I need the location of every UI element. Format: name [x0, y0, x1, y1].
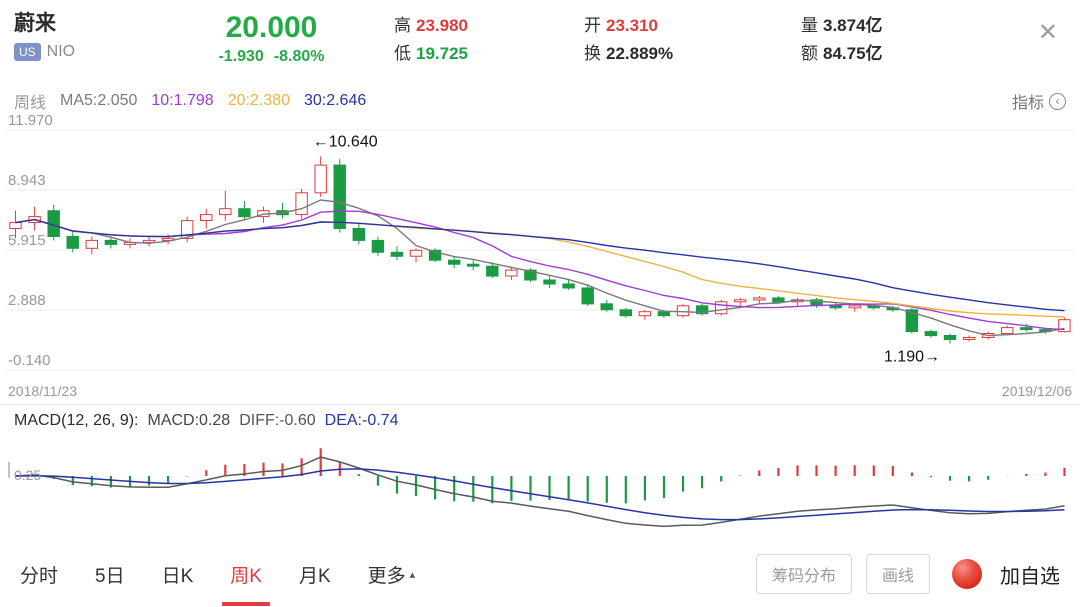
- price-block: 20.000 -1.930 -8.80%: [189, 12, 354, 66]
- open-row: 开 23.310: [584, 12, 789, 40]
- diff-value: DIFF:-0.60: [239, 411, 316, 429]
- triangle-up-icon: ▴: [409, 568, 416, 581]
- svg-text:1.190→: 1.190→: [884, 349, 940, 366]
- macd-chart[interactable]: 0.25: [0, 436, 1080, 542]
- close-button[interactable]: ✕: [1037, 19, 1058, 46]
- svg-text:11.970: 11.970: [8, 114, 53, 129]
- ticker-symbol: NIO: [46, 43, 76, 60]
- high-label: 高: [394, 16, 411, 35]
- macd-header: MACD(12, 26, 9): MACD:0.28 DIFF:-0.60 DE…: [0, 404, 1080, 436]
- period-label: 周线: [14, 95, 47, 112]
- svg-text:-0.140: -0.140: [8, 352, 51, 369]
- more-button[interactable]: 更多 ▴: [368, 561, 416, 588]
- red-circle-icon: [952, 559, 982, 589]
- quote-header: 蔚来 US NIO 20.000 -1.930 -8.80% 高 23.980 …: [0, 0, 1080, 88]
- open-value: 23.310: [606, 16, 658, 35]
- open-turnover-block: 开 23.310 换 22.889%: [584, 12, 789, 68]
- ma-legend-bar: 周线 MA5:2.050 10:1.798 20:2.380 30:2.646 …: [0, 88, 1080, 114]
- amount-value: 84.75亿: [823, 44, 883, 63]
- indicator-label: 指标: [1011, 95, 1044, 112]
- turnover-label: 换: [584, 44, 601, 63]
- price-change: -1.930: [218, 48, 264, 65]
- more-label: 更多: [367, 565, 406, 587]
- add-watchlist-button[interactable]: 加自选: [1000, 565, 1060, 588]
- low-row: 低 19.725: [394, 40, 569, 68]
- svg-text:2019/12/06: 2019/12/06: [1002, 383, 1072, 399]
- stock-name: 蔚来: [14, 12, 56, 35]
- chip-distribution-button[interactable]: 筹码分布: [755, 554, 852, 594]
- price-change-row: -1.930 -8.80%: [189, 48, 354, 66]
- volume-label: 量: [801, 16, 818, 35]
- turnover-value: 22.889%: [606, 44, 674, 63]
- svg-text:2.888: 2.888: [8, 292, 46, 309]
- high-value: 23.980: [416, 16, 468, 35]
- market-badge: US: [14, 43, 41, 61]
- ma20-legend: 20:2.380: [227, 92, 290, 109]
- stock-identity: 蔚来 US NIO: [14, 12, 189, 61]
- footer-right-controls: 筹码分布 画线 加自选: [755, 554, 1060, 594]
- svg-text:2018/11/23: 2018/11/23: [8, 383, 77, 399]
- ticker-row: US NIO: [14, 43, 189, 61]
- volume-row: 量 3.874亿: [801, 12, 1001, 40]
- ma5-legend: MA5:2.050: [60, 92, 138, 109]
- volume-value: 3.874亿: [823, 16, 883, 35]
- ma10-legend: 10:1.798: [151, 92, 214, 109]
- ma30-legend: 30:2.646: [303, 92, 367, 109]
- open-label: 开: [584, 16, 601, 35]
- svg-text:5.915: 5.915: [8, 232, 46, 249]
- volume-amount-block: 量 3.874亿 额 84.75亿: [801, 12, 1001, 68]
- price-change-pct: -8.80%: [273, 48, 325, 65]
- amount-row: 额 84.75亿: [801, 40, 1001, 68]
- svg-text:←10.640: ←10.640: [313, 133, 378, 150]
- candlestick-chart[interactable]: 11.970 8.943 5.915 2.888 -0.140 ←10.640 1.190→…: [0, 114, 1080, 404]
- current-price: 20.000: [225, 11, 318, 44]
- high-row: 高 23.980: [394, 12, 569, 40]
- tab-daily[interactable]: 日K: [161, 565, 194, 587]
- low-label: 低: [394, 44, 411, 63]
- draw-line-button[interactable]: 画线: [865, 554, 930, 594]
- turnover-row: 换 22.889%: [584, 40, 789, 68]
- high-low-block: 高 23.980 低 19.725: [394, 12, 569, 68]
- macd-value: MACD:0.28: [147, 411, 231, 429]
- tab-monthly[interactable]: 月K: [298, 565, 331, 587]
- indicator-toggle-icon: ‹: [1049, 92, 1066, 110]
- tab-weekly[interactable]: 周K: [230, 542, 262, 606]
- bottom-tab-bar: 分时 5日 日K 周K 月K 更多 ▴ 筹码分布 画线 加自选: [0, 542, 1080, 606]
- low-value: 19.725: [416, 44, 468, 63]
- indicator-button[interactable]: 指标 ‹: [1012, 89, 1066, 113]
- svg-text:8.943: 8.943: [8, 172, 46, 189]
- dea-value: DEA:-0.74: [324, 411, 399, 429]
- tab-intraday[interactable]: 分时: [20, 565, 59, 587]
- macd-title: MACD(12, 26, 9):: [14, 411, 139, 429]
- tab-5day[interactable]: 5日: [95, 565, 125, 587]
- amount-label: 额: [801, 44, 818, 63]
- svg-text:0.25: 0.25: [14, 467, 41, 483]
